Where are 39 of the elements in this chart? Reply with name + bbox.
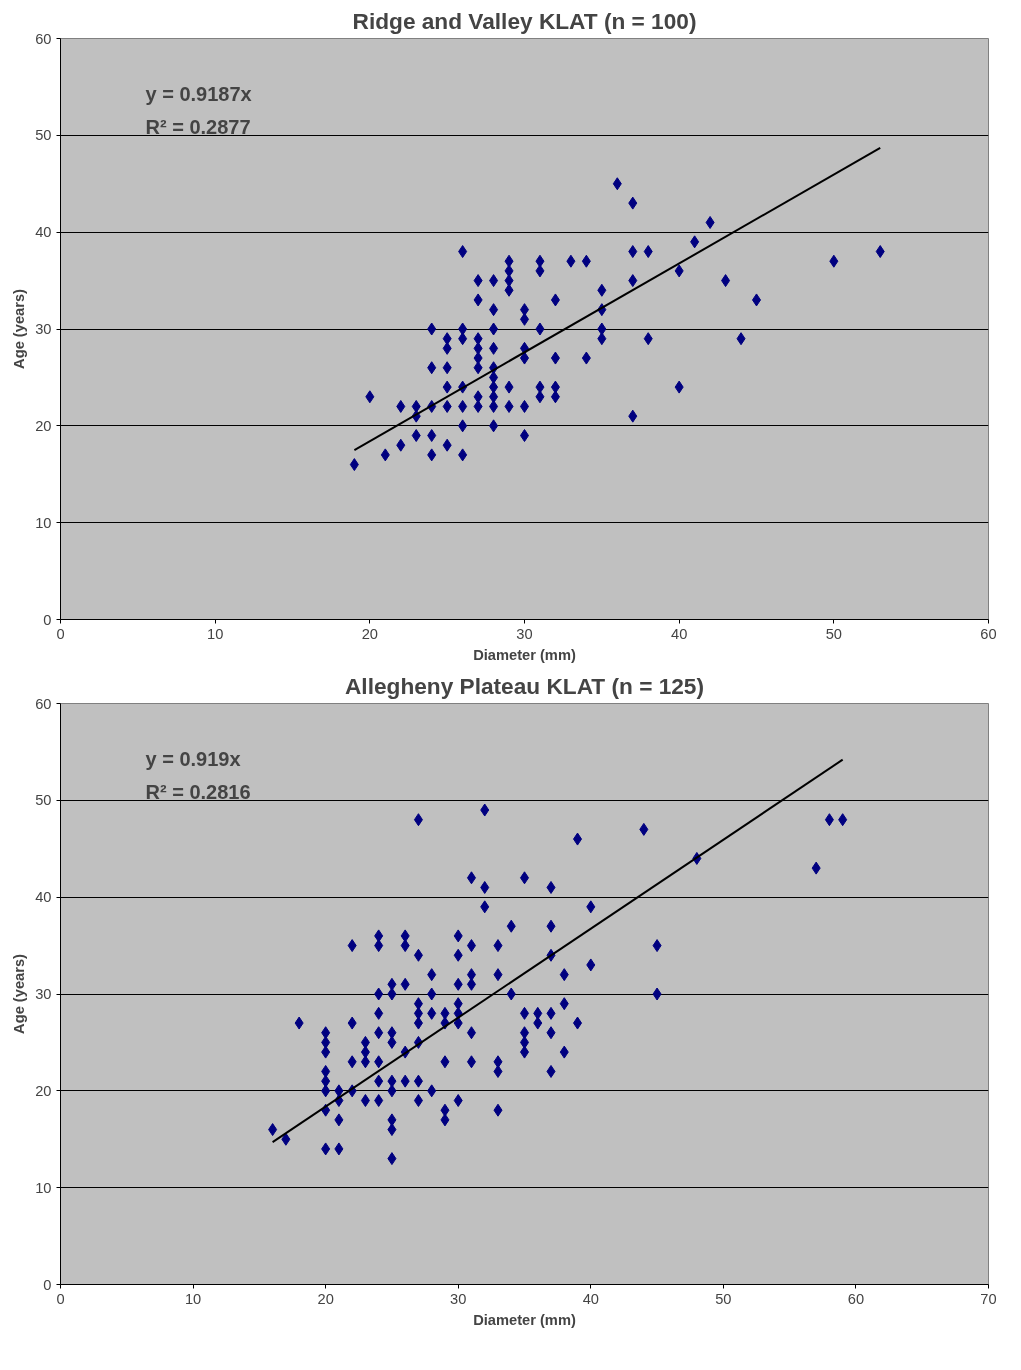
x-tick-label: 30 (516, 625, 533, 642)
y-tick-label: 10 (35, 514, 52, 531)
chart-title: Ridge and Valley KLAT (n = 100) (352, 7, 697, 34)
y-axis-title: Age (years) (11, 288, 28, 369)
y-tick-label: 10 (35, 1179, 52, 1196)
x-tick-label: 30 (450, 1290, 467, 1307)
y-axis-title: Age (years) (11, 953, 28, 1034)
x-tick-label: 0 (56, 1290, 65, 1307)
y-tick-label: 60 (35, 30, 52, 47)
y-tick-label: 20 (35, 417, 52, 434)
y-tick-label: 30 (35, 321, 52, 337)
x-tick-label: 10 (207, 625, 224, 642)
y-tick-label: 0 (43, 1276, 52, 1293)
x-tick-label: 10 (184, 1290, 202, 1307)
x-tick-label: 20 (317, 1290, 334, 1307)
x-axis-title: Diameter (mm) (473, 646, 576, 663)
x-tick-label: 60 (980, 625, 997, 642)
y-tick-label: 20 (35, 1082, 52, 1099)
y-tick-label: 60 (35, 695, 52, 712)
y-tick-label: 0 (43, 611, 52, 628)
y-tick-label: 50 (35, 127, 52, 144)
x-tick-label: 40 (671, 625, 688, 642)
y-tick-label: 30 (35, 986, 52, 1002)
y-tick-label: 50 (35, 792, 52, 809)
x-tick-label: 50 (825, 625, 842, 642)
x-axis-title: Diameter (mm) (473, 1311, 576, 1328)
annotation: R² = 0.2877 (145, 115, 251, 138)
x-tick-label: 50 (715, 1290, 732, 1307)
y-tick-label: 40 (35, 889, 52, 906)
annotation: y = 0.919x (145, 747, 241, 770)
x-tick-label: 0 (56, 625, 65, 642)
chart-title: Allegheny Plateau KLAT (n = 125) (344, 672, 705, 699)
annotation: R² = 0.2816 (145, 780, 251, 803)
x-tick-label: 70 (980, 1290, 997, 1307)
annotation: y = 0.9187x (145, 82, 252, 105)
y-tick-label: 40 (35, 224, 52, 241)
x-tick-label: 40 (582, 1290, 599, 1307)
x-tick-label: 60 (847, 1290, 865, 1307)
x-tick-label: 20 (361, 625, 378, 642)
